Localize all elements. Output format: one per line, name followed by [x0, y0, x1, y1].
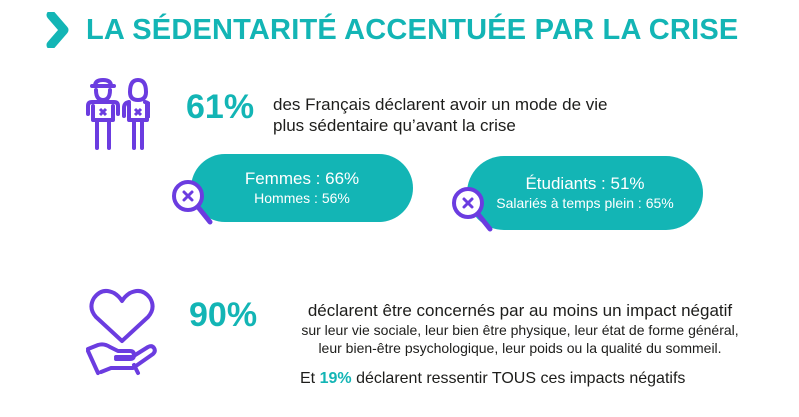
magnifier-icon	[172, 180, 213, 225]
gender-breakdown-pill: Femmes : 66% Hommes : 56%	[191, 154, 413, 222]
pill-primary: Étudiants : 51%	[525, 174, 645, 193]
couple-icon	[86, 78, 150, 150]
stat-percent: 61%	[186, 88, 255, 126]
note-highlight: 19%	[319, 370, 352, 387]
stat-percent: 90%	[189, 296, 258, 334]
stat-line: sur leur vie sociale, leur bien être phy…	[301, 322, 739, 338]
note-prefix: Et	[300, 370, 316, 387]
magnifier-icon	[452, 187, 493, 232]
pill-secondary: Hommes : 56%	[254, 190, 350, 206]
status-breakdown-pill: Étudiants : 51% Salariés à temps plein :…	[467, 156, 703, 230]
note-suffix: déclarent ressentir TOUS ces impacts nég…	[356, 370, 686, 387]
pill-secondary: Salariés à temps plein : 65%	[496, 195, 674, 211]
heart-hand-icon	[86, 288, 157, 375]
summary-note: Et 19% déclarent ressentir TOUS ces impa…	[300, 370, 685, 388]
chevron-right-icon	[46, 12, 69, 48]
stat-line: déclarent être concernés par au moins un…	[307, 301, 733, 320]
stat-line: des Français déclarent avoir un mode de …	[273, 95, 608, 114]
stat-line: plus sédentaire qu’avant la crise	[273, 116, 516, 135]
stat-description: des Français déclarent avoir un mode de …	[273, 94, 608, 136]
pill-primary: Femmes : 66%	[244, 169, 360, 188]
stat-line: leur bien-être psychologique, leur poids…	[318, 340, 722, 356]
page-title: LA SÉDENTARITÉ ACCENTUÉE PAR LA CRISE	[86, 14, 739, 46]
stat-description: déclarent être concernés par au moins un…	[270, 300, 770, 357]
